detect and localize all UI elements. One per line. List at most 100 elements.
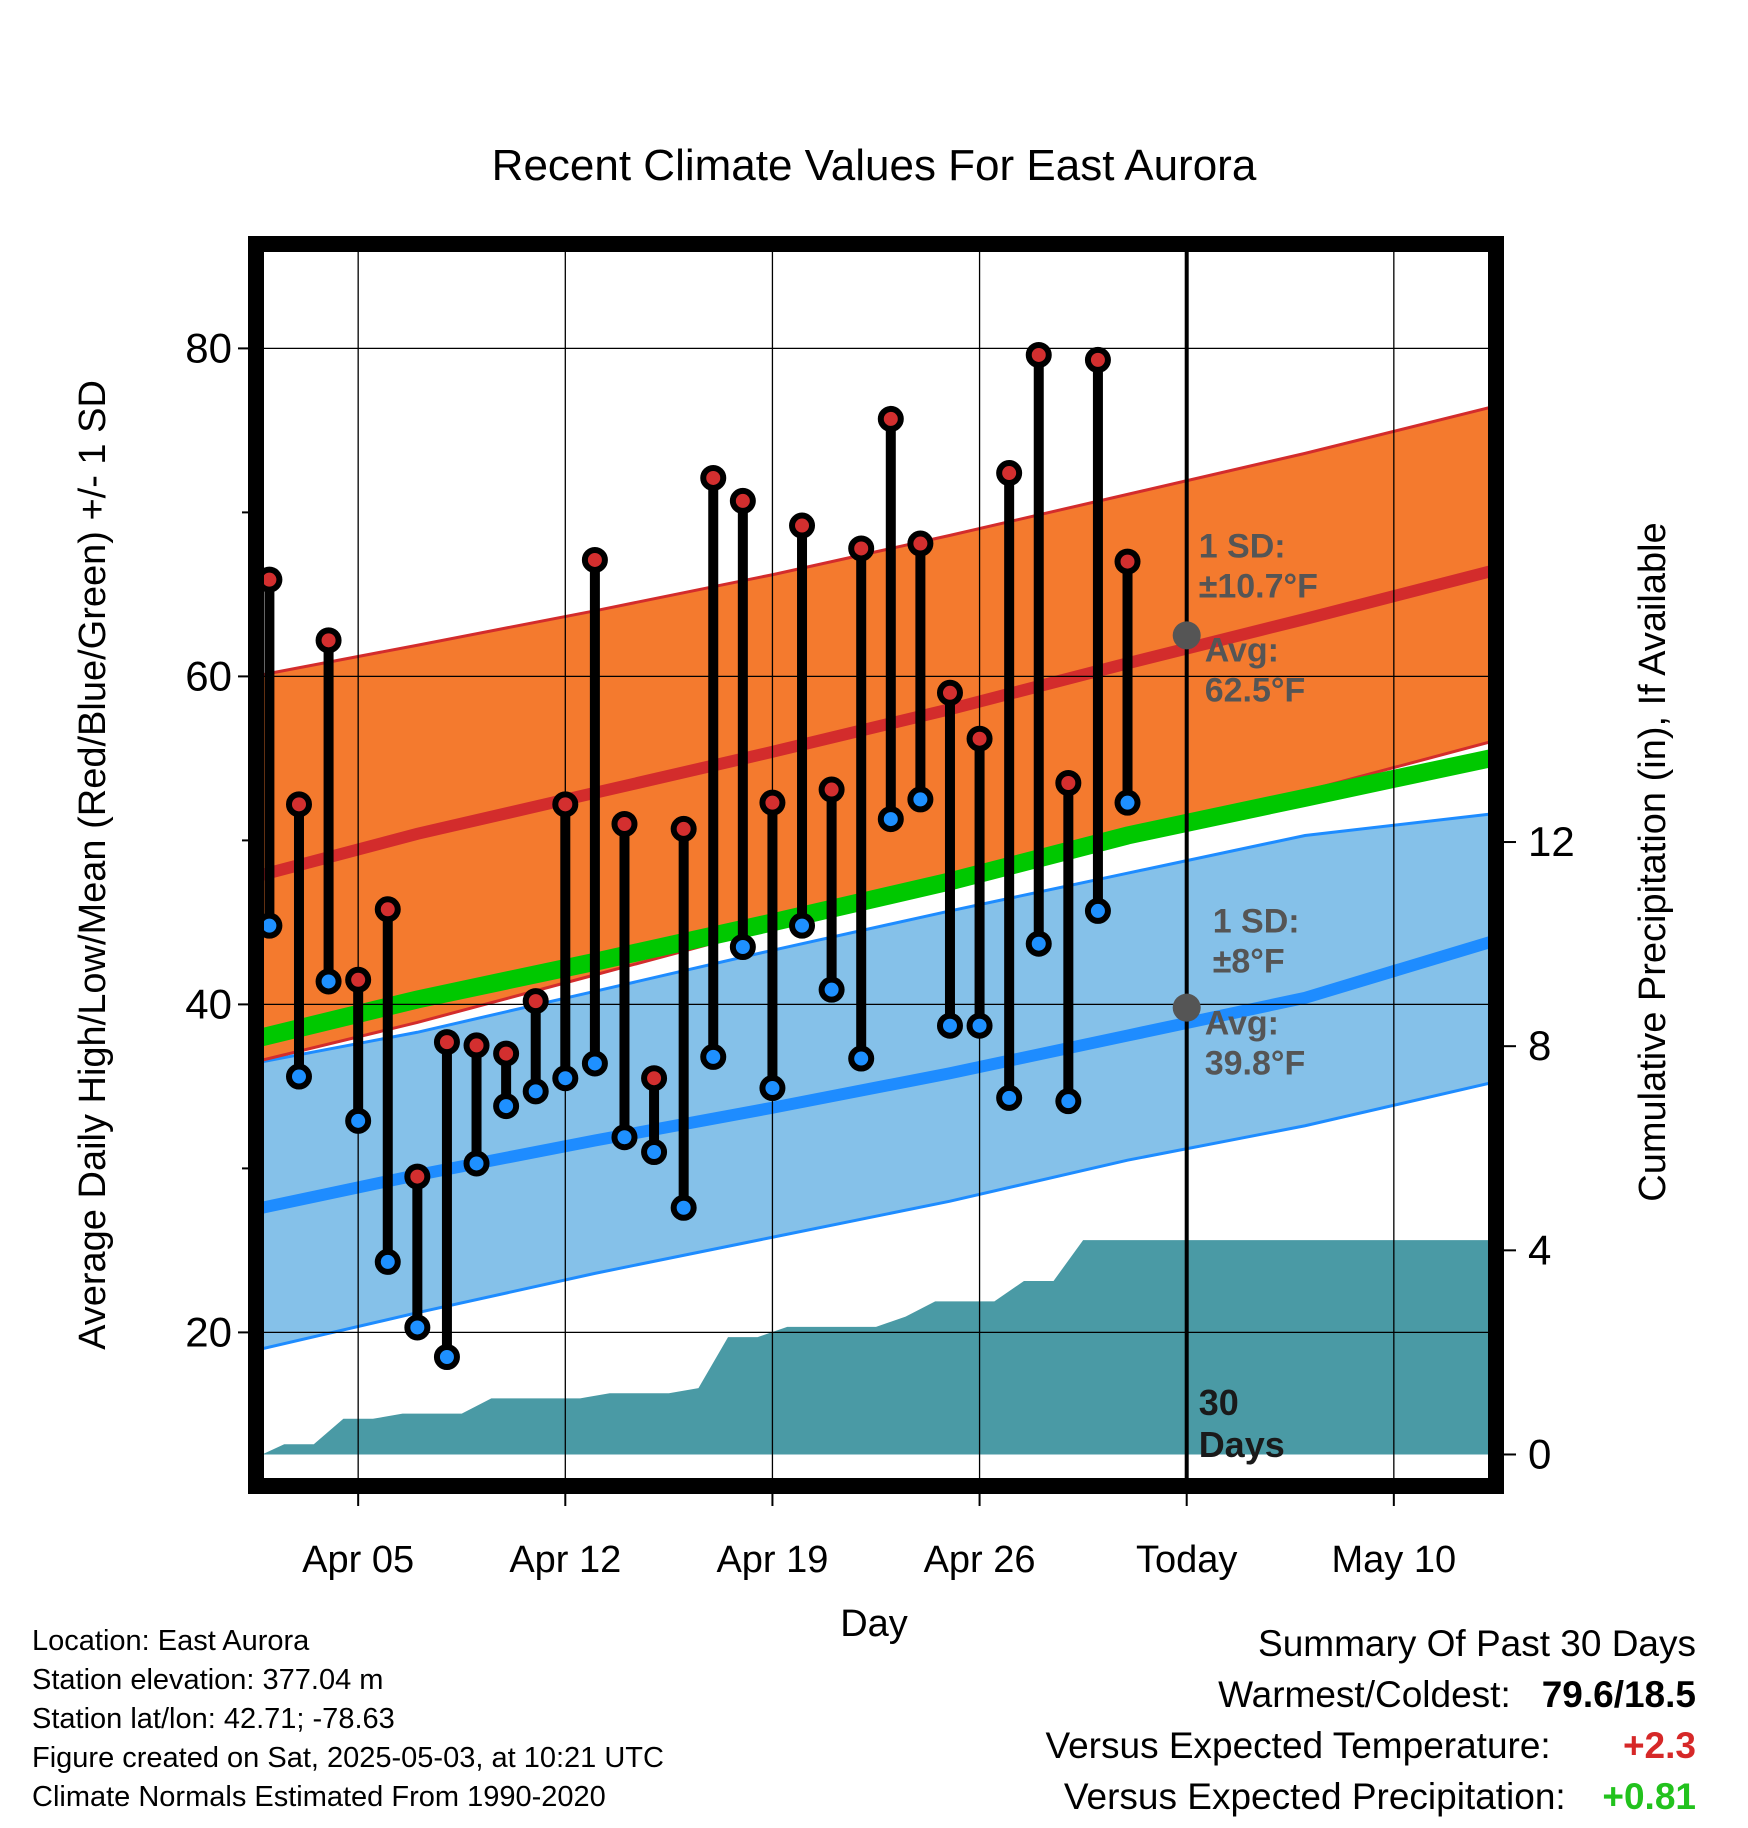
location-text: Location: East Aurora (32, 1625, 310, 1657)
daily-high-point (1114, 548, 1141, 575)
warmest-coldest-row: Warmest/Coldest: 79.6/18.5 (816, 1669, 1696, 1720)
elevation-text: Station elevation: 377.04 m (32, 1664, 384, 1696)
daily-low-point (907, 786, 934, 813)
daily-low-point (996, 1084, 1023, 1111)
precip-anomaly-row: Versus Expected Precipitation: +0.81 (816, 1771, 1696, 1822)
y-axis-label: Average Daily High/Low/Mean (Red/Blue/Gr… (72, 380, 114, 1350)
y-tick-label: 20 (185, 1308, 232, 1355)
x-tick-label: Apr 05 (302, 1539, 414, 1581)
latlon-text: Station lat/lon: 42.71; -78.63 (32, 1703, 395, 1735)
daily-high-point (1025, 341, 1052, 368)
daily-high-point (759, 789, 786, 816)
temp-anomaly-label: Versus Expected Temperature: (1045, 1725, 1551, 1766)
daily-high-point (641, 1065, 668, 1092)
daily-low-point (848, 1045, 875, 1072)
daily-low-point (552, 1065, 579, 1092)
daily-high-point (877, 405, 904, 432)
daily-high-point (670, 815, 697, 842)
chart-title: Recent Climate Values For East Aurora (492, 141, 1257, 190)
daily-low-point (1084, 897, 1111, 924)
daily-low-point (877, 806, 904, 833)
low-avg-marker (1172, 993, 1201, 1022)
x-tick-label: Today (1136, 1539, 1237, 1581)
station-info: Location: East Aurora Station elevation:… (32, 1622, 892, 1817)
x-tick-label: Apr 12 (509, 1539, 621, 1581)
precip-anomaly-value: +0.81 (1602, 1776, 1696, 1817)
summary-title: Summary Of Past 30 Days (1258, 1623, 1696, 1664)
summary-panel: Summary Of Past 30 Days Warmest/Coldest:… (816, 1618, 1696, 1822)
daily-high-point (966, 725, 993, 752)
daily-high-point (818, 776, 845, 803)
y-tick-label: 60 (185, 652, 232, 699)
x-tick-label: Apr 26 (924, 1539, 1036, 1581)
daily-low-point (345, 1107, 372, 1134)
daily-low-point (1055, 1088, 1082, 1115)
daily-low-point (759, 1075, 786, 1102)
high-avg-marker (1172, 621, 1201, 650)
daily-low-point (789, 912, 816, 939)
daily-low-point (522, 1078, 549, 1105)
daily-high-point (404, 1163, 431, 1190)
daily-low-point (463, 1150, 490, 1177)
precip-anomaly-label: Versus Expected Precipitation: (1063, 1776, 1566, 1817)
daily-low-point (641, 1139, 668, 1165)
daily-high-point (433, 1029, 460, 1056)
daily-high-point (552, 791, 579, 818)
daily-high-point (907, 530, 934, 557)
temp-anomaly-row: Versus Expected Temperature: +2.3 (816, 1720, 1696, 1771)
daily-high-point (611, 811, 638, 837)
daily-low-point (966, 1012, 993, 1039)
daily-low-point (1025, 930, 1052, 957)
daily-high-point (374, 896, 401, 923)
y2-tick-label: 0 (1528, 1430, 1551, 1477)
daily-high-point (936, 679, 963, 706)
daily-high-point (522, 988, 549, 1015)
y2-tick-label: 8 (1528, 1022, 1551, 1069)
normals-text: Climate Normals Estimated From 1990-2020 (32, 1781, 606, 1813)
low-sd-annotation: 1 SD: ±8°F (1213, 903, 1300, 981)
y2-axis-label: Cumulative Precipitation (in), If Availa… (1632, 522, 1674, 1201)
daily-low-point (285, 1063, 312, 1090)
low-avg-annotation: Avg: 39.8°F (1205, 1005, 1306, 1083)
low-sd-band (262, 814, 1490, 1349)
daily-high-point (1084, 346, 1111, 373)
plot-frame (248, 236, 1504, 1494)
daily-high-point (493, 1040, 520, 1067)
daily-high-point (1055, 770, 1082, 796)
y-tick-label: 40 (185, 980, 232, 1027)
daily-low-point (374, 1248, 401, 1275)
daily-high-point (729, 487, 756, 514)
daily-high-point (848, 535, 875, 562)
high-avg-annotation: Avg: 62.5°F (1205, 631, 1306, 709)
daily-low-point (700, 1043, 727, 1070)
precipitation-area (262, 1240, 1490, 1455)
daily-low-point (611, 1124, 638, 1151)
daily-high-point (285, 791, 312, 818)
daily-low-point (404, 1314, 431, 1341)
created-text: Figure created on Sat, 2025-05-03, at 10… (32, 1742, 664, 1774)
daily-low-point (315, 968, 342, 995)
daily-low-point (433, 1344, 460, 1370)
daily-high-point (463, 1032, 490, 1059)
daily-low-point (581, 1050, 608, 1077)
temp-anomaly-value: +2.3 (1622, 1725, 1696, 1766)
y2-tick-label: 4 (1528, 1226, 1551, 1273)
days-window-label: 30 Days (1199, 1382, 1285, 1465)
high-sd-annotation: 1 SD: ±10.7°F (1199, 527, 1318, 605)
daily-high-point (581, 546, 608, 573)
x-tick-label: May 10 (1332, 1539, 1457, 1581)
daily-high-point (345, 966, 372, 993)
daily-low-point (936, 1012, 963, 1039)
y2-tick-label: 12 (1528, 818, 1575, 865)
daily-high-point (789, 512, 816, 539)
daily-high-point (315, 627, 342, 654)
x-tick-label: Apr 19 (716, 1539, 828, 1581)
daily-low-point (493, 1093, 520, 1120)
daily-low-point (1114, 789, 1141, 816)
warmest-coldest-value: 79.6/18.5 (1541, 1674, 1696, 1715)
daily-low-point (818, 976, 845, 1003)
daily-low-point (729, 934, 756, 960)
x-axis-label: Day (840, 1603, 908, 1645)
y-tick-label: 80 (185, 324, 232, 371)
